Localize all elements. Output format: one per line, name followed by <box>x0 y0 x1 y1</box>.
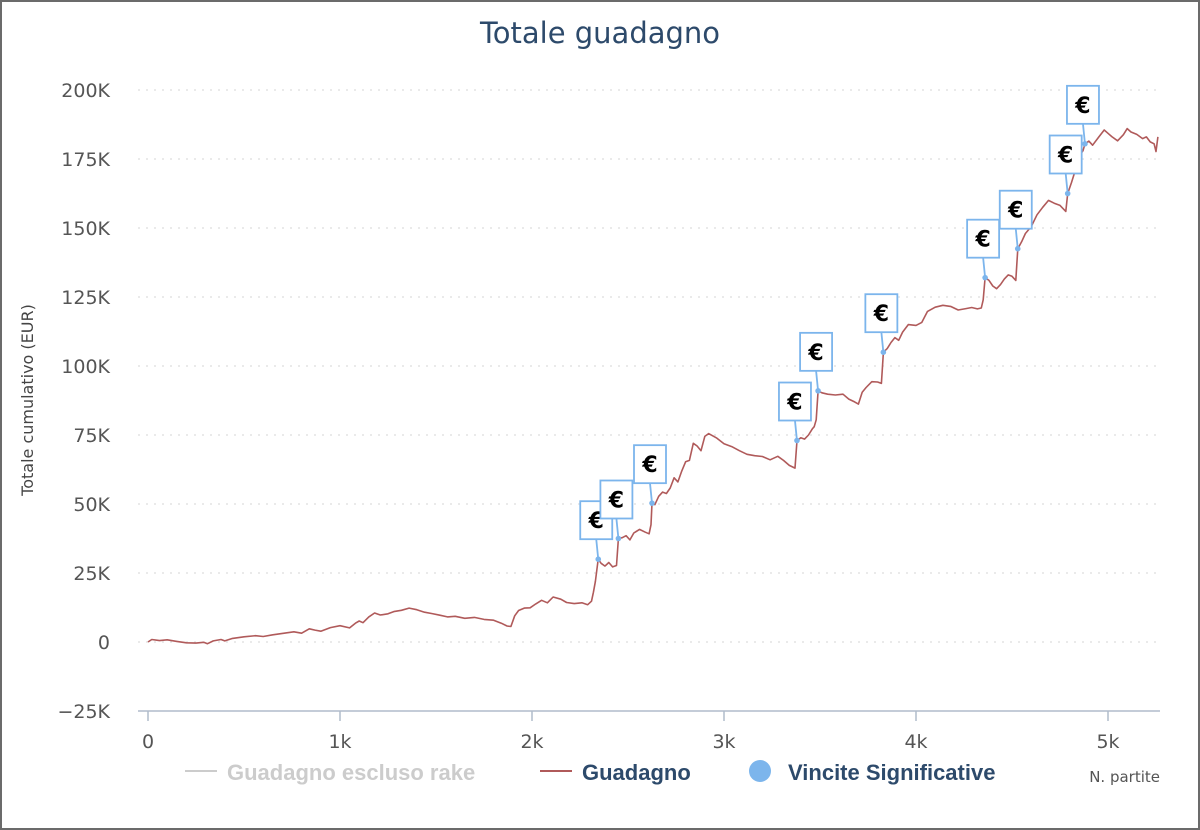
legend-label: Vincite Significative <box>788 760 995 785</box>
legend-item: Guadagno <box>540 760 691 785</box>
flag-label: € <box>974 228 990 253</box>
x-axis-label: N. partite <box>1089 768 1160 786</box>
flag-label: € <box>873 302 889 327</box>
flag-connector <box>615 518 620 539</box>
significant-win-flag: € <box>966 218 1001 281</box>
x-tick-label: 5k <box>1096 731 1119 753</box>
flag-connector <box>1082 123 1086 144</box>
significant-win-point <box>982 274 988 281</box>
flag-label: € <box>1007 199 1023 224</box>
x-tick-label: 3k <box>712 731 735 753</box>
significant-win-flag: € <box>998 189 1033 252</box>
flag-box <box>1066 84 1100 125</box>
significant-win-point <box>1082 141 1088 147</box>
flag-label: € <box>1074 94 1090 119</box>
y-tick-label: 50K <box>73 494 110 516</box>
y-tick-label: 175K <box>61 149 110 171</box>
series-layer <box>147 127 1159 645</box>
significant-win-point <box>649 500 655 506</box>
legend-label: Guadagno <box>582 760 691 785</box>
flag-label: € <box>786 391 802 416</box>
grid-lines <box>138 89 1160 643</box>
y-tick-label: 200K <box>61 80 110 102</box>
flag-box <box>1048 134 1083 175</box>
significant-win-point <box>880 349 887 356</box>
y-tick-label: 75K <box>73 425 110 447</box>
x-tick-label: 0 <box>142 731 154 753</box>
flag-box <box>633 444 667 485</box>
significant-win-point <box>815 388 821 394</box>
flag-label: € <box>608 489 624 514</box>
flag-box <box>864 293 899 334</box>
flag-connector <box>880 332 885 353</box>
legend-item: Guadagno escluso rake <box>185 760 475 785</box>
legend-dot-swatch <box>749 760 771 782</box>
significant-win-point <box>595 556 602 562</box>
significant-win-flag: € <box>778 381 812 444</box>
series-line-guadagno <box>147 127 1159 645</box>
flag-box <box>966 218 1001 259</box>
flag-connector <box>794 420 798 441</box>
y-axis-ticks: −25K 0 25K 50K 75K 100K 125K 150K 175K 200K <box>57 80 110 723</box>
significant-win-flag: € <box>1048 134 1083 197</box>
flag-label: € <box>807 341 823 366</box>
significant-win-flag: € <box>633 444 667 506</box>
y-axis-label: Totale cumulativo (EUR) <box>18 304 37 497</box>
x-axis: 0 1k 2k 3k 4k 5k <box>138 710 1160 753</box>
flag-label: € <box>641 453 657 478</box>
flag-connector <box>1014 228 1019 249</box>
flag-box <box>799 331 833 372</box>
flag-connector <box>649 483 653 504</box>
x-tick-label: 4k <box>904 731 927 753</box>
significant-win-flag: € <box>799 331 833 394</box>
legend-label: Guadagno escluso rake <box>227 760 475 785</box>
y-tick-label: 0 <box>98 632 110 654</box>
y-tick-label: 25K <box>73 563 110 585</box>
significant-win-point <box>794 437 800 444</box>
legend-item: Vincite Significative <box>749 760 995 785</box>
significant-win-flag: € <box>1066 84 1100 147</box>
flag-connector <box>815 370 819 391</box>
y-tick-label: −25K <box>57 701 110 723</box>
y-tick-label: 100K <box>61 356 110 378</box>
significant-wins-layer: €€€€€€€€€€ <box>579 84 1100 562</box>
x-tick-label: 2k <box>520 731 543 753</box>
flag-box <box>778 381 812 422</box>
x-tick-label: 1k <box>328 731 351 753</box>
significant-win-flag: € <box>864 293 899 356</box>
significant-win-point <box>615 535 622 542</box>
flag-connector <box>595 539 600 560</box>
flag-box <box>998 189 1033 230</box>
significant-win-point <box>1014 245 1021 252</box>
flag-box <box>599 479 634 520</box>
flag-label: € <box>1057 144 1073 169</box>
significant-win-point <box>1064 190 1071 197</box>
flag-connector <box>1064 173 1069 194</box>
y-tick-label: 125K <box>61 287 110 309</box>
y-tick-label: 150K <box>61 218 110 240</box>
legend: Guadagno escluso rake Guadagno Vincite Sig… <box>185 760 995 785</box>
significant-win-flag: € <box>599 479 634 542</box>
chart-title: Totale guadagno <box>479 16 720 50</box>
flag-connector <box>982 257 987 278</box>
